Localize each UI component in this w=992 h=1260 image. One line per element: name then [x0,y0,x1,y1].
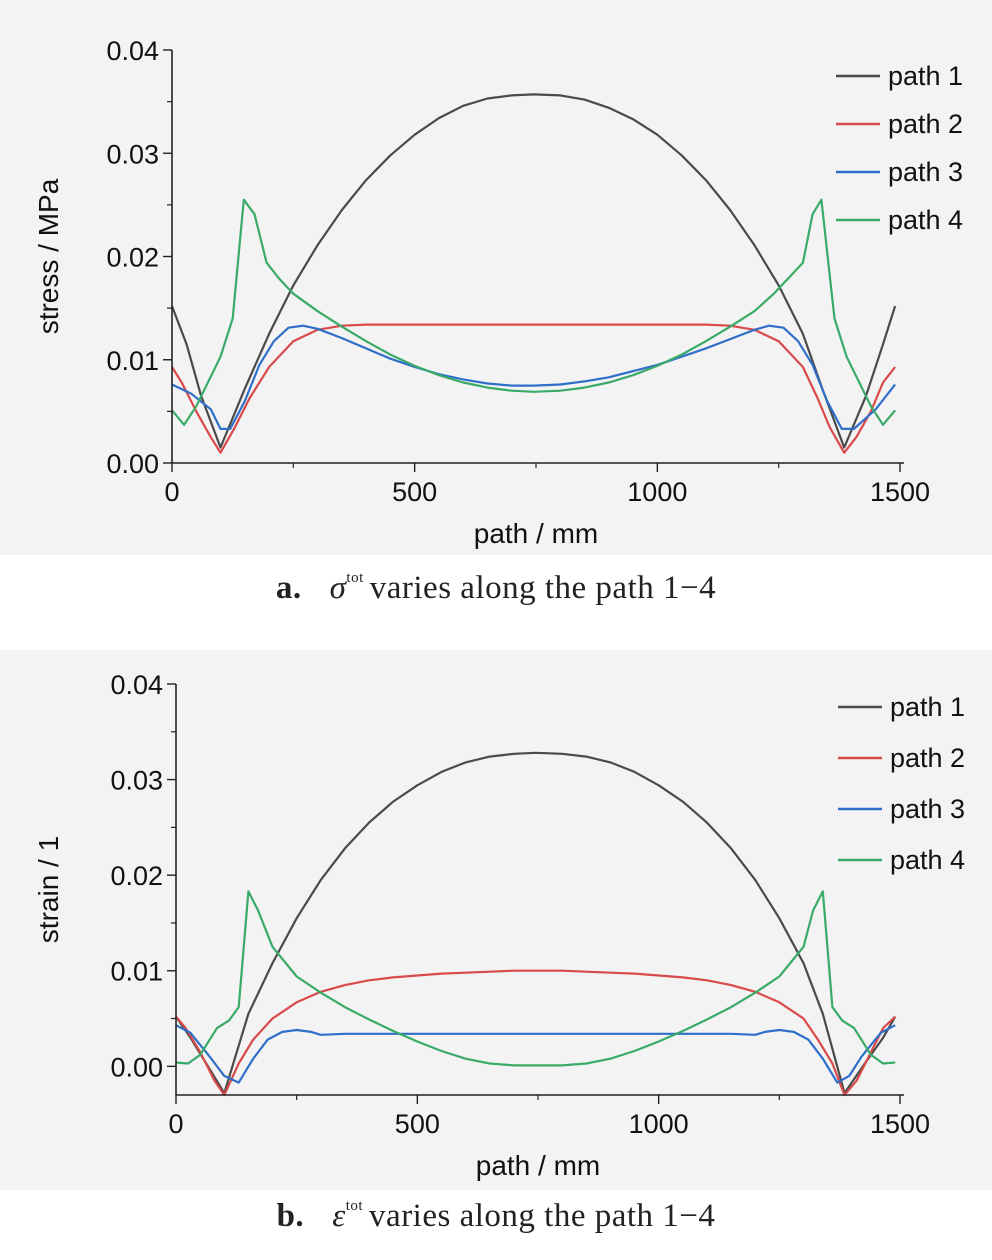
chart-a-series-line-2 [171,323,896,454]
chart-a-y-tick-label: 0.00 [106,449,159,479]
chart-b-series-line-4 [175,890,896,1067]
caption-a-symbol: σ [329,570,347,606]
chart-b-y-tick-label: 0.00 [110,1052,163,1082]
chart-a-series-line-1 [170,93,897,449]
caption-a-superscript: tot [346,570,364,586]
chart-a-x-tick-label: 1000 [627,477,687,507]
chart-b-legend-label-3: path 3 [890,794,965,824]
chart-b-legend-label-4: path 4 [890,845,965,875]
chart-b-x-tick-label: 0 [168,1109,183,1139]
chart-a-x-tick-label: 500 [392,477,437,507]
chart-b-y-tick-label: 0.01 [110,957,163,987]
chart-b-y-tick-label: 0.02 [110,861,163,891]
chart-b-x-tick-label: 1000 [629,1109,689,1139]
chart-b-x-axis-label: path / mm [476,1150,600,1181]
chart-b-x-tick-label: 1500 [870,1109,930,1139]
chart-a-series-line-3 [171,324,896,430]
chart-a: 0.00 0.01 0.02 0.03 0.04 0 500 1000 1500 path / m… [0,0,992,555]
chart-a-x-axis-label: path / mm [474,518,598,549]
chart-a-x-tick-label: 0 [164,477,179,507]
chart-a-legend-label-4: path 4 [888,205,963,235]
chart-b: 0.00 0.01 0.02 0.03 0.04 0 500 1000 1500 path / m… [0,650,992,1190]
caption-b-symbol: ε [332,1198,346,1234]
caption-b: b. εtot varies along the path 1−4 [0,1198,992,1235]
chart-a-x-tick-label: 1500 [870,477,930,507]
caption-a-text: varies along the path 1−4 [369,570,717,606]
chart-a-svg: 0.00 0.01 0.02 0.03 0.04 0 500 1000 1500 path / m… [33,36,963,549]
chart-b-background [0,650,992,1190]
caption-a: a. σtot varies along the path 1−4 [0,570,992,607]
chart-b-y-axis-label: strain / 1 [33,836,64,943]
caption-b-superscript: tot [345,1198,364,1214]
chart-b-series-line-1 [175,751,897,1095]
chart-a-y-axis-label: stress / MPa [33,178,64,334]
chart-b-x-tick-label: 500 [395,1109,440,1139]
chart-b-y-tick-label: 0.04 [110,670,163,700]
chart-a-series-line-4 [171,198,896,426]
caption-a-letter: a. [275,570,302,606]
chart-a-legend-label-1: path 1 [888,61,963,91]
caption-b-text: varies along the path 1−4 [369,1198,716,1234]
chart-a-legend-label-3: path 3 [888,157,963,187]
chart-a-y-tick-label: 0.02 [106,243,159,273]
caption-b-letter: b. [276,1198,305,1234]
chart-a-y-tick-label: 0.03 [106,139,159,169]
chart-a-y-tick-label: 0.01 [106,346,159,376]
chart-b-svg: 0.00 0.01 0.02 0.03 0.04 0 500 1000 1500 path / m… [33,670,965,1181]
chart-b-series-line-3 [175,1024,896,1084]
chart-b-series-line-2 [175,969,896,1097]
chart-b-y-tick-label: 0.03 [110,766,163,796]
chart-b-legend-label-2: path 2 [890,743,965,773]
chart-a-y-tick-label: 0.04 [106,36,159,66]
chart-b-legend-label-1: path 1 [890,692,965,722]
chart-a-legend-label-2: path 2 [888,109,963,139]
